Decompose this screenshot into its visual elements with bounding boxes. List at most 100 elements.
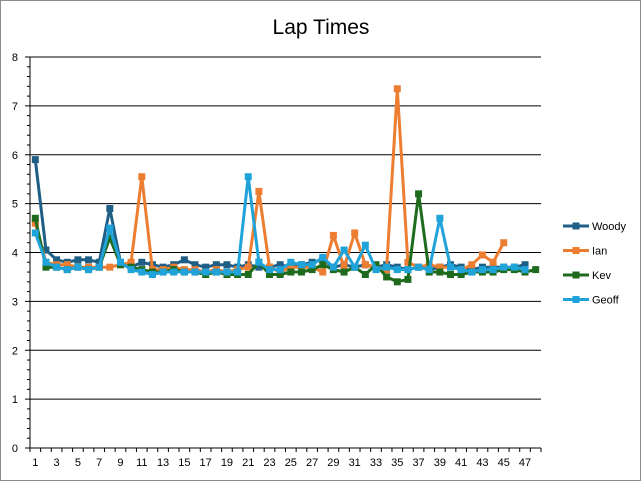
data-point-geoff [500, 263, 508, 271]
data-point-ian [489, 258, 497, 266]
data-point-geoff [329, 263, 337, 271]
data-point-geoff [383, 263, 391, 271]
series-woody [31, 156, 529, 274]
data-point-woody [53, 256, 61, 264]
data-point-kev [447, 270, 455, 278]
data-point-ian [436, 263, 444, 271]
data-point-kev [383, 273, 391, 281]
data-point-geoff [180, 268, 188, 276]
data-point-ian [340, 263, 348, 271]
legend-item-geoff: Geoff [563, 295, 620, 307]
data-point-geoff [436, 214, 444, 222]
data-point-ian [63, 261, 71, 269]
x-tick-label: 5 [75, 457, 81, 469]
data-point-geoff [212, 268, 220, 276]
data-point-kev [393, 278, 401, 286]
x-tick-label: 13 [157, 457, 169, 469]
data-point-ian [319, 268, 327, 276]
data-point-geoff [297, 261, 305, 269]
x-tick-label: 25 [285, 457, 297, 469]
y-tick-label: 3 [12, 296, 18, 308]
data-point-ian [351, 229, 359, 237]
data-point-woody [180, 256, 188, 264]
x-tick-label: 23 [263, 457, 275, 469]
data-point-geoff [244, 173, 252, 181]
data-point-kev [244, 270, 252, 278]
data-point-kev [372, 261, 380, 269]
data-point-geoff [361, 241, 369, 249]
data-point-geoff [372, 266, 380, 274]
data-point-kev [106, 234, 114, 242]
data-point-geoff [351, 263, 359, 271]
y-tick-label: 1 [12, 394, 18, 406]
x-tick-label: 33 [370, 457, 382, 469]
data-point-geoff [106, 224, 114, 232]
x-tick-label: 35 [391, 457, 403, 469]
x-tick-label: 43 [476, 457, 488, 469]
data-point-kev [436, 268, 444, 276]
chart-title: Lap Times [273, 16, 370, 39]
data-point-geoff [234, 268, 242, 276]
x-tick-label: 21 [242, 457, 254, 469]
data-point-geoff [170, 268, 178, 276]
data-point-geoff [340, 246, 348, 254]
y-tick-label: 0 [12, 443, 18, 455]
data-point-geoff [116, 258, 124, 266]
y-tick-label: 2 [12, 345, 18, 357]
data-point-geoff [415, 263, 423, 271]
data-point-ian [255, 187, 263, 195]
data-point-geoff [404, 266, 412, 274]
x-tick-label: 15 [178, 457, 190, 469]
data-point-kev [404, 275, 412, 283]
data-point-kev [361, 270, 369, 278]
data-point-kev [31, 214, 39, 222]
data-point-geoff [287, 258, 295, 266]
x-tick-label: 29 [327, 457, 339, 469]
data-point-woody [85, 256, 93, 264]
data-point-geoff [447, 263, 455, 271]
y-tick-label: 5 [12, 199, 18, 211]
data-point-geoff [95, 263, 103, 271]
data-point-geoff [319, 253, 327, 261]
legend-label: Woody [592, 221, 627, 233]
legend-item-kev: Kev [563, 270, 611, 282]
data-point-geoff [63, 266, 71, 274]
data-point-kev [297, 268, 305, 276]
legend-label: Geoff [592, 295, 620, 307]
data-point-geoff [42, 258, 50, 266]
x-tick-label: 19 [221, 457, 233, 469]
x-tick-label: 11 [136, 457, 147, 469]
data-point-ian [138, 173, 146, 181]
data-point-geoff [266, 266, 274, 274]
x-tick-label: 1 [32, 457, 38, 469]
data-point-geoff [85, 266, 93, 274]
data-point-geoff [478, 266, 486, 274]
data-point-ian [287, 263, 295, 271]
x-tick-label: 7 [96, 457, 102, 469]
data-point-geoff [53, 263, 61, 271]
data-point-ian [393, 85, 401, 93]
series-geoff [31, 173, 529, 278]
data-point-kev [532, 266, 540, 274]
legend-item-woody: Woody [563, 221, 627, 233]
legend-item-ian: Ian [563, 246, 607, 258]
data-point-geoff [127, 266, 135, 274]
series-lines [31, 85, 540, 286]
data-point-geoff [138, 268, 146, 276]
data-point-ian [244, 263, 252, 271]
legend-swatch-marker [572, 222, 580, 230]
legend-label: Ian [592, 246, 607, 258]
data-point-kev [276, 270, 284, 278]
data-point-geoff [202, 268, 210, 276]
data-point-kev [308, 266, 316, 274]
data-point-kev [266, 270, 274, 278]
legend-swatch-marker [572, 271, 580, 279]
legend-swatch-marker [572, 296, 580, 303]
data-point-woody [202, 263, 210, 271]
legend: Woody Ian Kev Geoff [563, 221, 627, 307]
data-point-geoff [489, 266, 497, 274]
x-tick-label: 47 [519, 457, 531, 469]
data-point-woody [74, 256, 82, 264]
y-tick-label: 8 [12, 52, 18, 64]
